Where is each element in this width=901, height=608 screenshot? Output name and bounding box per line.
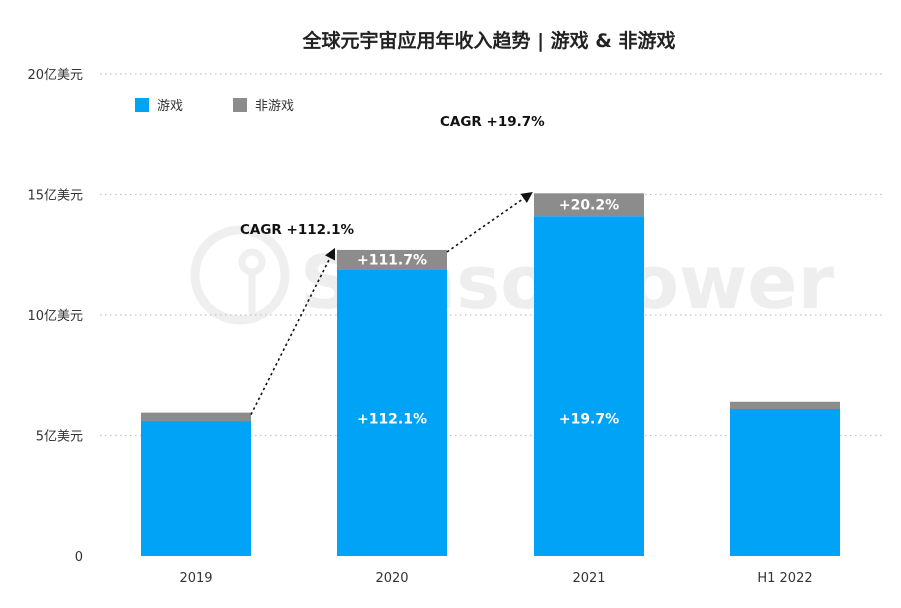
x-tick-label: 2021 (572, 571, 605, 586)
bar-h1-2022-non-games (730, 401, 840, 409)
bar-label-2020-games: +112.1% (357, 411, 427, 427)
watermark: SensorTower (190, 225, 835, 326)
bar-h1-2022-games (730, 408, 840, 556)
legend-label-non-games: 非游戏 (255, 99, 294, 114)
bar-label-2021-games: +19.7% (559, 411, 619, 427)
chart-title: 全球元宇宙应用年收入趋势 | 游戏 & 非游戏 (302, 29, 676, 52)
bar-label-2021-non-games: +20.2% (559, 198, 619, 214)
legend-label-games: 游戏 (157, 99, 183, 114)
cagr-annotation-2019-2020: CAGR +112.1% (240, 222, 355, 238)
cagr-annotation-2020-2021: CAGR +19.7% (440, 114, 545, 130)
bar-2020-non-games (337, 249, 447, 270)
y-tick-label: 5亿美元 (36, 430, 83, 445)
bar-label-2020-non-games: +111.7% (357, 253, 427, 269)
bar-2021-games (534, 216, 644, 556)
x-tick-label: 2019 (179, 571, 212, 586)
bar-2019-games (141, 421, 251, 556)
y-tick-label: 0 (75, 550, 83, 565)
bar-2020-games (337, 269, 447, 556)
bar-2019-non-games (141, 412, 251, 422)
y-tick-label: 10亿美元 (27, 309, 83, 324)
legend: 游戏 非游戏 (135, 98, 294, 114)
legend-swatch-games (135, 98, 149, 112)
x-tick-label: H1 2022 (757, 571, 812, 586)
cagr-arrow-2020-2021 (446, 192, 533, 253)
y-tick-label: 15亿美元 (27, 189, 83, 204)
bar-2021-non-games (534, 193, 644, 217)
legend-swatch-non-games (233, 98, 247, 112)
x-tick-label: 2020 (375, 571, 408, 586)
watermark-logo-icon (190, 225, 290, 325)
y-tick-label: 20亿美元 (27, 68, 83, 83)
